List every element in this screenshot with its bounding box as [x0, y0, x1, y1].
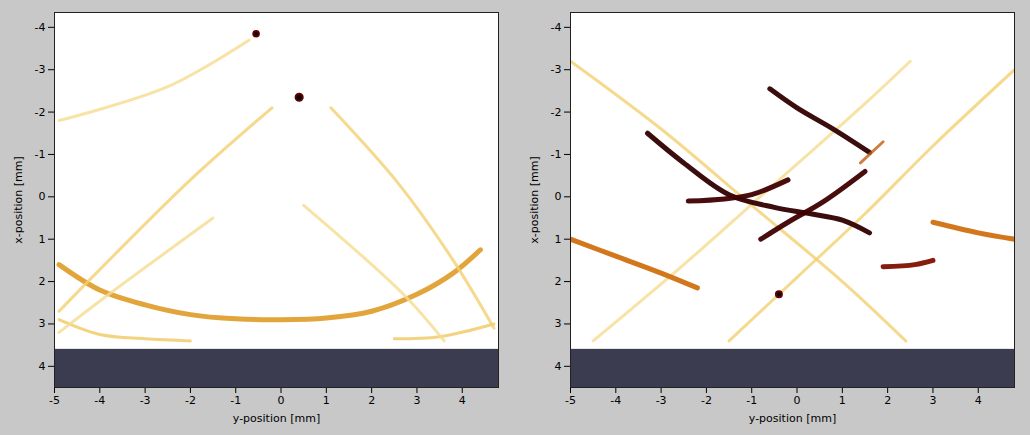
svg-text:-2: -2 — [551, 106, 562, 119]
svg-text:-4: -4 — [610, 394, 621, 407]
svg-text:0: 0 — [555, 190, 562, 203]
svg-text:3: 3 — [413, 394, 420, 407]
svg-text:0: 0 — [794, 394, 801, 407]
svg-text:y-position [mm]: y-position [mm] — [749, 412, 836, 425]
svg-text:-1: -1 — [35, 148, 46, 161]
svg-text:-3: -3 — [35, 63, 46, 76]
svg-text:1: 1 — [39, 233, 46, 246]
svg-text:0: 0 — [278, 394, 285, 407]
svg-text:1: 1 — [839, 394, 846, 407]
svg-text:-5: -5 — [49, 394, 60, 407]
svg-text:-2: -2 — [185, 394, 196, 407]
svg-text:4: 4 — [975, 394, 982, 407]
svg-text:-4: -4 — [35, 21, 46, 34]
svg-text:4: 4 — [555, 360, 562, 373]
svg-text:0: 0 — [39, 190, 46, 203]
svg-text:x-position [mm]: x-position [mm] — [12, 156, 25, 244]
svg-text:3: 3 — [555, 317, 562, 330]
svg-text:-3: -3 — [551, 63, 562, 76]
svg-text:4: 4 — [39, 360, 46, 373]
svg-text:x-position [mm]: x-position [mm] — [528, 156, 541, 244]
svg-text:-5: -5 — [565, 394, 576, 407]
svg-text:-2: -2 — [35, 106, 46, 119]
svg-text:-1: -1 — [230, 394, 241, 407]
svg-text:2: 2 — [884, 394, 891, 407]
svg-text:-3: -3 — [140, 394, 151, 407]
svg-text:1: 1 — [323, 394, 330, 407]
svg-text:3: 3 — [929, 394, 936, 407]
svg-text:2: 2 — [555, 275, 562, 288]
svg-text:1: 1 — [555, 233, 562, 246]
svg-text:-4: -4 — [551, 21, 562, 34]
svg-text:-3: -3 — [656, 394, 667, 407]
svg-text:y-position [mm]: y-position [mm] — [233, 412, 320, 425]
svg-text:-4: -4 — [94, 394, 105, 407]
svg-text:-1: -1 — [551, 148, 562, 161]
svg-text:3: 3 — [39, 317, 46, 330]
svg-text:2: 2 — [368, 394, 375, 407]
svg-text:-2: -2 — [701, 394, 712, 407]
svg-text:-1: -1 — [746, 394, 757, 407]
svg-text:2: 2 — [39, 275, 46, 288]
svg-text:4: 4 — [459, 394, 466, 407]
